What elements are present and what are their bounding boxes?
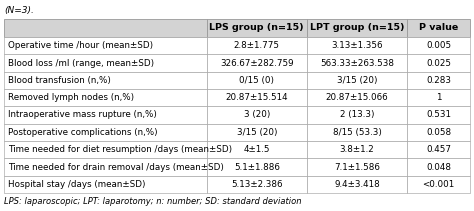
Bar: [407, 89, 470, 106]
Bar: [307, 72, 407, 89]
Text: 0/15 (0): 0/15 (0): [239, 76, 274, 85]
Text: P value: P value: [419, 23, 458, 32]
Text: 0.005: 0.005: [426, 41, 451, 50]
Bar: [307, 158, 407, 176]
Text: 9.4±3.418: 9.4±3.418: [334, 180, 380, 189]
Text: Time needed for drain removal /days (mean±SD): Time needed for drain removal /days (mea…: [8, 162, 224, 172]
Bar: [207, 54, 307, 72]
Text: LPS group (n=15): LPS group (n=15): [210, 23, 304, 32]
Text: 3.13±1.356: 3.13±1.356: [331, 41, 383, 50]
Text: 1: 1: [436, 93, 441, 102]
Bar: [407, 158, 470, 176]
Text: 563.33±263.538: 563.33±263.538: [320, 58, 394, 68]
Bar: [207, 37, 307, 54]
Bar: [407, 37, 470, 54]
Bar: [207, 124, 307, 141]
Bar: [4, 19, 207, 37]
Text: 3/15 (20): 3/15 (20): [337, 76, 377, 85]
Bar: [4, 72, 207, 89]
Bar: [4, 158, 207, 176]
Text: 8/15 (53.3): 8/15 (53.3): [333, 128, 382, 137]
Bar: [407, 106, 470, 124]
Text: 326.67±282.759: 326.67±282.759: [220, 58, 293, 68]
Text: 0.531: 0.531: [426, 111, 451, 119]
Text: <0.001: <0.001: [422, 180, 455, 189]
Text: LPT group (n=15): LPT group (n=15): [310, 23, 404, 32]
Bar: [4, 37, 207, 54]
Text: 20.87±15.066: 20.87±15.066: [326, 93, 388, 102]
Text: 2.8±1.775: 2.8±1.775: [234, 41, 280, 50]
Text: 20.87±15.514: 20.87±15.514: [226, 93, 288, 102]
Bar: [407, 54, 470, 72]
Text: 3/15 (20): 3/15 (20): [237, 128, 277, 137]
Bar: [4, 106, 207, 124]
Bar: [307, 124, 407, 141]
Text: 3.8±1.2: 3.8±1.2: [339, 145, 374, 154]
Text: 3 (20): 3 (20): [244, 111, 270, 119]
Text: (N=3).: (N=3).: [4, 7, 34, 15]
Text: 7.1±1.586: 7.1±1.586: [334, 162, 380, 172]
Bar: [307, 141, 407, 158]
Text: Postoperative complications (n,%): Postoperative complications (n,%): [8, 128, 158, 137]
Bar: [207, 89, 307, 106]
Text: 0.025: 0.025: [426, 58, 451, 68]
Bar: [307, 176, 407, 193]
Bar: [207, 176, 307, 193]
Bar: [407, 176, 470, 193]
Bar: [407, 124, 470, 141]
Text: Operative time /hour (mean±SD): Operative time /hour (mean±SD): [8, 41, 153, 50]
Bar: [407, 19, 470, 37]
Text: Blood loss /ml (range, mean±SD): Blood loss /ml (range, mean±SD): [8, 58, 154, 68]
Bar: [4, 54, 207, 72]
Text: 0.048: 0.048: [426, 162, 451, 172]
Text: Hospital stay /days (mean±SD): Hospital stay /days (mean±SD): [8, 180, 146, 189]
Bar: [4, 89, 207, 106]
Text: 2 (13.3): 2 (13.3): [340, 111, 374, 119]
Text: Intraoperative mass rupture (n,%): Intraoperative mass rupture (n,%): [8, 111, 157, 119]
Bar: [207, 106, 307, 124]
Bar: [4, 176, 207, 193]
Bar: [307, 54, 407, 72]
Bar: [207, 72, 307, 89]
Bar: [307, 19, 407, 37]
Bar: [207, 158, 307, 176]
Bar: [4, 141, 207, 158]
Bar: [4, 124, 207, 141]
Text: 5.13±2.386: 5.13±2.386: [231, 180, 283, 189]
Text: Removed lymph nodes (n,%): Removed lymph nodes (n,%): [8, 93, 134, 102]
Bar: [207, 19, 307, 37]
Bar: [307, 89, 407, 106]
Bar: [307, 106, 407, 124]
Bar: [407, 141, 470, 158]
Text: 5.1±1.886: 5.1±1.886: [234, 162, 280, 172]
Text: 0.457: 0.457: [426, 145, 451, 154]
Bar: [307, 37, 407, 54]
Bar: [407, 72, 470, 89]
Text: LPS: laparoscopic; LPT: laparotomy; n: number; SD: standard deviation: LPS: laparoscopic; LPT: laparotomy; n: n…: [4, 197, 301, 207]
Text: 0.283: 0.283: [426, 76, 451, 85]
Text: 4±1.5: 4±1.5: [244, 145, 270, 154]
Text: Time needed for diet resumption /days (mean±SD): Time needed for diet resumption /days (m…: [8, 145, 232, 154]
Text: Blood transfusion (n,%): Blood transfusion (n,%): [8, 76, 111, 85]
Text: 0.058: 0.058: [426, 128, 451, 137]
Bar: [207, 141, 307, 158]
